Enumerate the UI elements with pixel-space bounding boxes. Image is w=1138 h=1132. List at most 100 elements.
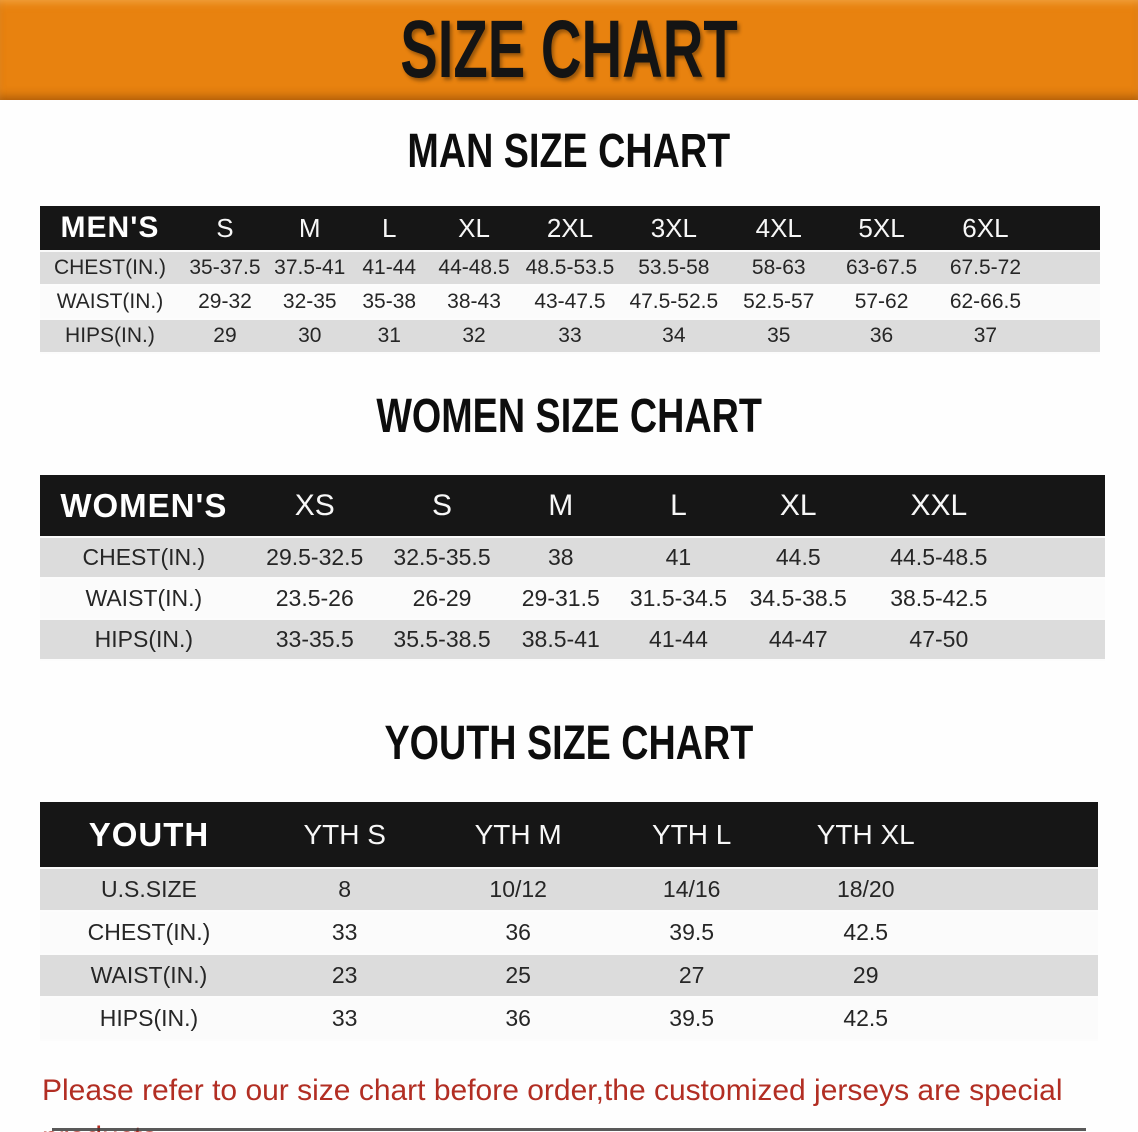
measurement-value-cell: 53.5-58 <box>620 251 727 286</box>
spacer-cell <box>953 802 1098 869</box>
men-size-table: MEN'S S M L XL 2XL 3XL 4XL 5XL 6XL CHEST(IN.) 35-37… <box>40 206 1100 354</box>
measurement-value-cell: 35-37.5 <box>179 251 271 286</box>
size-column-header: YTH XL <box>778 802 953 869</box>
measurement-value-cell: 36 <box>431 997 605 1041</box>
measurement-value-cell: 47-50 <box>858 619 1019 661</box>
measurement-value-cell: 42.5 <box>778 911 953 955</box>
measurement-value-cell: 62-66.5 <box>932 285 1039 320</box>
size-column-header: S <box>381 475 503 538</box>
measurement-value-cell: 67.5-72 <box>932 251 1039 286</box>
spacer-cell <box>1018 578 1105 620</box>
measurement-row: CHEST(IN.) 33 36 39.5 42.5 <box>40 911 1098 955</box>
measurement-value-cell: 38.5-41 <box>502 619 620 661</box>
measurement-value-cell: 41-44 <box>349 251 429 286</box>
measurement-row: CHEST(IN.) 35-37.5 37.5-41 41-44 44-48.5 48.5… <box>40 251 1100 286</box>
measurement-value-cell: 33-35.5 <box>247 619 382 661</box>
size-column-header: 3XL <box>620 206 727 252</box>
measurement-value-cell: 38.5-42.5 <box>858 578 1019 620</box>
measurement-value-cell: 35 <box>726 319 831 354</box>
measurement-value-cell: 35.5-38.5 <box>381 619 503 661</box>
men-size-table-grid: MEN'S S M L XL 2XL 3XL 4XL 5XL 6XL CHEST(IN.) 35-37… <box>40 206 1100 354</box>
measurement-row-label: WAIST(IN.) <box>40 954 258 998</box>
measurement-row: WAIST(IN.) 23 25 27 29 <box>40 954 1098 998</box>
measurement-value-cell: 18/20 <box>778 868 953 912</box>
measurement-value-cell: 14/16 <box>604 868 779 912</box>
youth-size-chart-section: YOUTH SIZE CHART YOUTH YTH S YTH M YTH L YTH… <box>0 716 1138 1041</box>
size-column-header: XS <box>247 475 382 538</box>
measurement-row-label: WAIST(IN.) <box>40 285 180 320</box>
size-column-header: 2XL <box>519 206 621 252</box>
spacer-cell <box>953 868 1098 912</box>
measurement-row: HIPS(IN.) 29 30 31 32 33 34 35 36 37 <box>40 319 1100 354</box>
women-section-heading-text: WOMEN SIZE CHART <box>376 387 762 443</box>
measurement-value-cell: 34.5-38.5 <box>737 578 859 620</box>
measurement-value-cell: 26-29 <box>381 578 503 620</box>
measurement-value-cell: 31.5-34.5 <box>619 578 738 620</box>
measurement-value-cell: 52.5-57 <box>726 285 831 320</box>
size-header-row: MEN'S S M L XL 2XL 3XL 4XL 5XL 6XL <box>40 206 1100 252</box>
measurement-value-cell: 30 <box>270 319 350 354</box>
banner-title: SIZE CHART <box>400 3 738 96</box>
measurement-value-cell: 23.5-26 <box>247 578 382 620</box>
measurement-value-cell: 38 <box>502 537 620 579</box>
measurement-row-label: U.S.SIZE <box>40 868 258 912</box>
measurement-value-cell: 36 <box>431 911 605 955</box>
measurement-value-cell: 29 <box>179 319 271 354</box>
measurement-row-label: CHEST(IN.) <box>40 911 258 955</box>
measurement-value-cell: 34 <box>620 319 727 354</box>
measurement-row-label: WAIST(IN.) <box>40 578 248 620</box>
measurement-value-cell: 43-47.5 <box>519 285 621 320</box>
measurement-value-cell: 44-47 <box>737 619 859 661</box>
spacer-cell <box>1018 475 1105 538</box>
measurement-row-label: HIPS(IN.) <box>40 619 248 661</box>
size-column-header: 4XL <box>726 206 831 252</box>
men-section-heading-text: MAN SIZE CHART <box>407 122 731 178</box>
measurement-value-cell: 29-31.5 <box>502 578 620 620</box>
youth-size-table: YOUTH YTH S YTH M YTH L YTH XL U.S.SIZE 8 10/12… <box>40 802 1098 1041</box>
measurement-value-cell: 41-44 <box>619 619 738 661</box>
measurement-value-cell: 32.5-35.5 <box>381 537 503 579</box>
measurement-row-label: CHEST(IN.) <box>40 537 248 579</box>
measurement-value-cell: 33 <box>257 997 432 1041</box>
measurement-row: HIPS(IN.) 33-35.5 35.5-38.5 38.5-41 41-44 44-… <box>40 619 1105 661</box>
men-section-heading: MAN SIZE CHART <box>0 122 1138 184</box>
measurement-value-cell: 33 <box>519 319 621 354</box>
youth-size-table-grid: YOUTH YTH S YTH M YTH L YTH XL U.S.SIZE 8 10/12… <box>40 802 1098 1041</box>
size-header-row: YOUTH YTH S YTH M YTH L YTH XL <box>40 802 1098 869</box>
notice-line-1: Please refer to our size chart before or… <box>42 1074 1063 1132</box>
measurement-value-cell: 8 <box>257 868 432 912</box>
measurement-row: WAIST(IN.) 23.5-26 26-29 29-31.5 31.5-34.5 34… <box>40 578 1105 620</box>
women-size-chart-section: WOMEN SIZE CHART WOMEN'S XS S M L XL XXL CHEST(… <box>0 387 1138 661</box>
size-column-header: YTH L <box>604 802 779 869</box>
measurement-row: WAIST(IN.) 29-32 32-35 35-38 38-43 43-47.5 47.… <box>40 285 1100 320</box>
size-column-header: XL <box>737 475 859 538</box>
size-column-header: S <box>179 206 271 252</box>
spacer-cell <box>1018 619 1105 661</box>
footer-notice: Please refer to our size chart before or… <box>0 1067 1138 1132</box>
measurement-value-cell: 36 <box>830 319 933 354</box>
women-section-heading: WOMEN SIZE CHART <box>0 387 1138 449</box>
size-column-header: XXL <box>858 475 1019 538</box>
measurement-value-cell: 38-43 <box>428 285 520 320</box>
group-label: WOMEN'S <box>40 475 248 538</box>
measurement-value-cell: 35-38 <box>349 285 429 320</box>
size-column-header: 5XL <box>830 206 933 252</box>
size-column-header: M <box>502 475 620 538</box>
youth-section-heading: YOUTH SIZE CHART <box>0 716 1138 776</box>
measurement-row: HIPS(IN.) 33 36 39.5 42.5 <box>40 997 1098 1041</box>
spacer-cell <box>953 997 1098 1041</box>
group-label: MEN'S <box>40 206 180 252</box>
spacer-cell <box>1038 206 1100 252</box>
measurement-value-cell: 58-63 <box>726 251 831 286</box>
measurement-value-cell: 41 <box>619 537 738 579</box>
women-size-table-grid: WOMEN'S XS S M L XL XXL CHEST(IN.) 29.5-32.5 32.5… <box>40 475 1105 661</box>
size-header-row: WOMEN'S XS S M L XL XXL <box>40 475 1105 538</box>
banner: SIZE CHART <box>0 0 1138 100</box>
measurement-value-cell: 32-35 <box>270 285 350 320</box>
group-label: YOUTH <box>40 802 258 869</box>
measurement-value-cell: 29-32 <box>179 285 271 320</box>
spacer-cell <box>1038 285 1100 320</box>
men-size-chart-section: MAN SIZE CHART MEN'S S M L XL 2XL 3XL 4XL 5XL 6XL… <box>0 122 1138 354</box>
measurement-value-cell: 31 <box>349 319 429 354</box>
measurement-row: U.S.SIZE 8 10/12 14/16 18/20 <box>40 868 1098 912</box>
